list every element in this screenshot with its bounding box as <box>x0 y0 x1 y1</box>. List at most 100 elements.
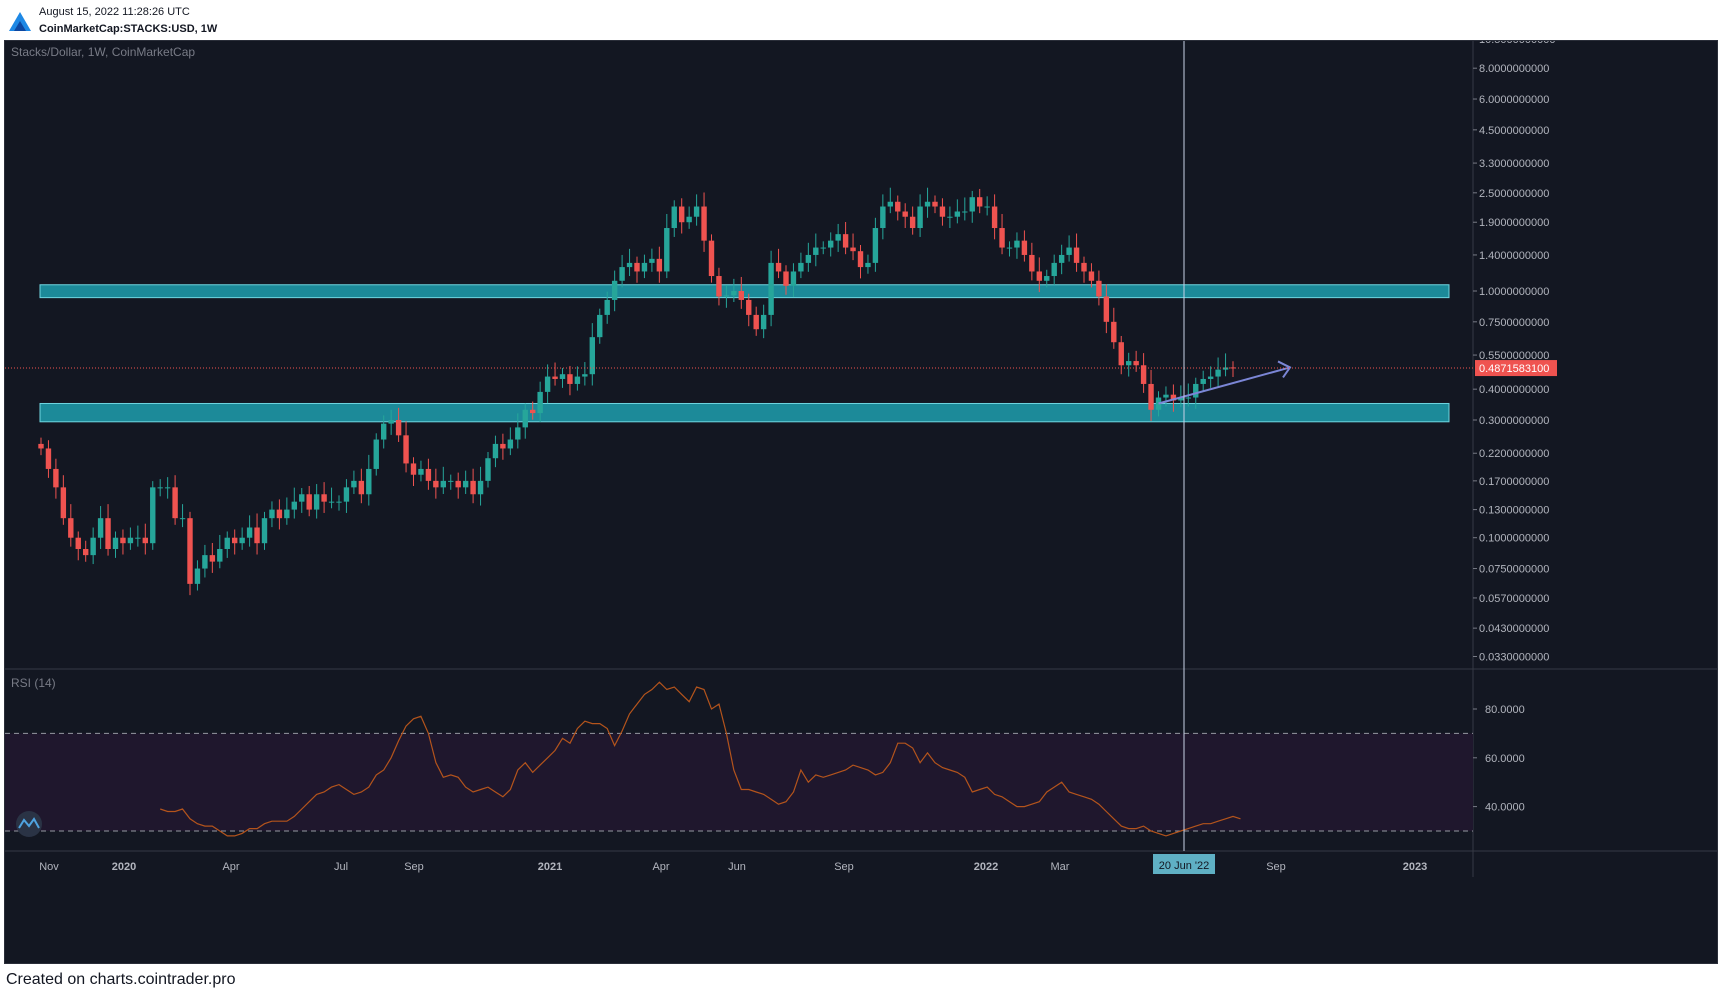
crosshair-date-label: 20 Jun '22 <box>1159 860 1209 872</box>
candle-body <box>1096 280 1102 297</box>
candle-body <box>679 206 685 223</box>
candle-body <box>433 480 439 488</box>
candle-body <box>1148 383 1154 410</box>
chart-title: Stacks/Dollar, 1W, CoinMarketCap <box>11 45 195 59</box>
candle-body <box>276 509 283 519</box>
candle-body <box>567 374 573 384</box>
candle-body <box>641 262 648 272</box>
candle-body <box>60 487 67 519</box>
rsi-tick-label: 40.0000 <box>1485 802 1525 814</box>
chart-header: August 15, 2022 11:28:26 UTC CoinMarketC… <box>0 0 1722 40</box>
candle-body <box>768 262 774 315</box>
price-tick-label: 0.1300000000 <box>1479 505 1549 517</box>
chart-canvas[interactable]: 10.5000000000 8.0000000000 6.0000000000 4.5… <box>5 34 1717 963</box>
candle-body <box>1088 271 1095 281</box>
candle-body <box>1140 365 1147 384</box>
last-price-tag <box>1475 360 1557 377</box>
candle-body <box>813 247 819 255</box>
candle-body <box>999 228 1005 248</box>
candle-body <box>313 494 320 510</box>
candle-body <box>887 201 893 207</box>
candle-body <box>790 271 797 286</box>
support-zone-2 <box>39 402 1450 423</box>
candle-body <box>388 420 394 424</box>
candle-body <box>1073 247 1080 263</box>
trend-arrow <box>1158 366 1291 405</box>
candle-body <box>1058 254 1065 263</box>
candle-body <box>157 487 163 489</box>
candle-body <box>835 234 841 241</box>
candle-body <box>962 211 968 213</box>
candle-body <box>1006 247 1013 249</box>
candle-body <box>604 299 610 315</box>
candle-body <box>589 337 595 375</box>
price-tick-label: 1.0000000000 <box>1479 286 1549 298</box>
candle-body <box>440 480 446 488</box>
candle-body <box>105 518 111 549</box>
candle-body <box>381 423 387 440</box>
candle-body <box>574 376 581 384</box>
watermark-logo-wave <box>18 817 40 829</box>
price-tick-label: 0.5500000000 <box>1479 350 1549 362</box>
candle-body <box>45 448 52 469</box>
candle-body <box>664 228 670 272</box>
candle-body <box>850 247 856 252</box>
candle-body <box>842 234 849 248</box>
candle-body <box>731 291 737 296</box>
candle-body <box>90 537 96 556</box>
price-tick-label: 4.5000000000 <box>1479 125 1549 137</box>
candle-body <box>112 537 119 549</box>
candle-body <box>626 262 633 268</box>
candle-body <box>403 435 409 464</box>
candle-body <box>701 206 707 241</box>
time-tick-label: Sep <box>1266 861 1286 873</box>
candle-body <box>232 537 238 544</box>
candle-body <box>649 258 655 263</box>
price-tick-label: 6.0000000000 <box>1479 94 1549 106</box>
candle-body <box>634 262 640 272</box>
candle-body <box>224 537 230 549</box>
price-tick-label: 1.9000000000 <box>1479 217 1549 229</box>
candle-body <box>120 537 126 544</box>
candle-body <box>902 211 908 217</box>
candle-body <box>1118 342 1124 366</box>
watermark-logo-icon <box>16 811 42 837</box>
candle-body <box>872 228 879 263</box>
candle-body <box>202 555 208 569</box>
candle-body <box>485 458 491 481</box>
snapshot-date: August 15, 2022 11:28:26 UTC <box>39 6 190 18</box>
chart-container[interactable]: 10.5000000000 8.0000000000 6.0000000000 4.5… <box>4 34 1718 964</box>
candle-body <box>544 376 551 392</box>
price-tick-label: 8.0000000000 <box>1479 63 1549 75</box>
candle-body <box>1163 394 1169 398</box>
symbol-label: CoinMarketCap:STACKS:USD, 1W <box>39 23 218 35</box>
candle-body <box>656 258 663 272</box>
price-tick-label: 1.4000000000 <box>1479 250 1549 262</box>
candle-body <box>1178 397 1184 401</box>
candle-body <box>1200 378 1206 384</box>
candle-body <box>455 480 461 488</box>
candle-body <box>582 374 588 377</box>
candle-body <box>1170 394 1177 401</box>
candle-body <box>425 468 432 481</box>
candle-body <box>410 463 417 475</box>
candle-body <box>209 555 216 562</box>
candle-body <box>991 206 998 229</box>
candle-body <box>1014 240 1020 248</box>
price-tick-label: 0.0570000000 <box>1479 593 1549 605</box>
candle-body <box>1193 383 1199 398</box>
candle-body <box>559 374 566 379</box>
candle-body <box>179 518 186 520</box>
candle-body <box>798 262 804 272</box>
candle-body <box>343 487 350 502</box>
time-tick-label: Apr <box>652 861 669 873</box>
candle-body <box>969 197 975 212</box>
candle-body <box>366 468 372 495</box>
trend-arrow-head <box>1277 360 1292 379</box>
candle-body <box>254 527 260 544</box>
price-tick-label: 3.3000000000 <box>1479 158 1549 170</box>
candle-body <box>1044 276 1050 281</box>
time-tick-label: Sep <box>834 861 854 873</box>
time-tick-label: 2022 <box>974 861 998 873</box>
candle-body <box>291 501 297 510</box>
